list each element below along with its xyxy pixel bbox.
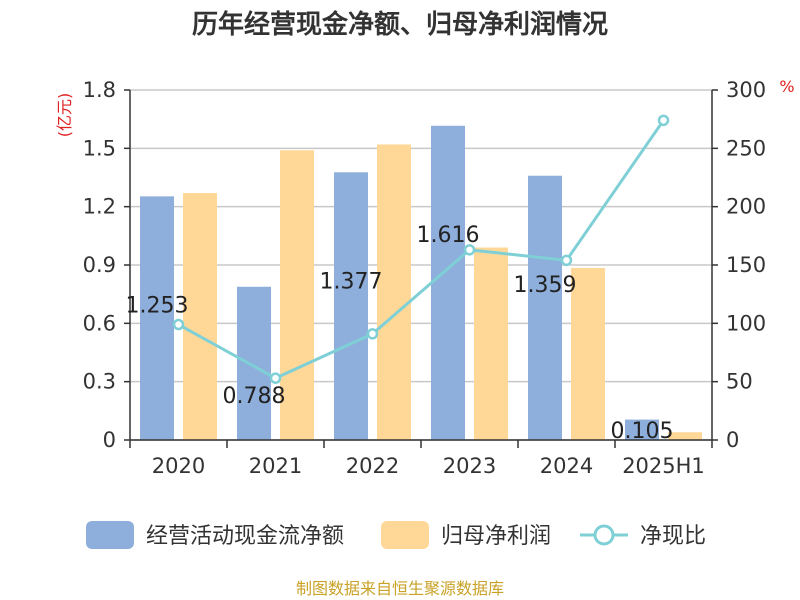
axes: 0 0.3 0.6 0.9 1.2 1.5 1.8 0 50 100 150 200 250 300 202… [83,78,767,478]
legend-label-ratio: 净现比 [640,524,706,549]
x-tick-label: 2020 [152,454,205,478]
x-tick-label: 2022 [346,454,399,478]
right-tick-label: 250 [726,136,766,160]
right-tick-label: 300 [726,78,766,102]
bar-value-label: 0.105 [611,419,674,444]
bar-profit [474,247,508,440]
bar-profit [183,193,217,440]
bar-cashflow [334,172,368,440]
legend-label-cashflow: 经营活动现金流净额 [146,524,344,549]
left-tick-label: 1.2 [83,195,116,219]
bar-profit [377,144,411,440]
legend-swatch-cashflow [86,521,134,549]
left-tick-label: 0.6 [83,311,116,335]
x-tick-label: 2025H1 [622,454,705,478]
legend-marker-ratio [593,524,615,546]
chart-title: 历年经营现金净额、归母净利润情况 [192,9,608,40]
bar-value-label: 1.253 [126,293,189,318]
ratio-point [657,114,670,127]
ratio-point [269,372,282,384]
x-tick-label: 2024 [540,454,593,478]
left-axis-unit: (亿元) [55,93,74,138]
bar-cashflow [431,125,465,441]
left-tick-label: 0.3 [83,370,116,394]
bar-profit [668,432,702,440]
legend-swatch-profit [381,521,429,549]
bar-value-label: 1.616 [417,223,480,248]
ratio-point [560,254,573,267]
bar-value-label: 1.359 [514,273,577,298]
bars [140,125,702,441]
gridlines [130,89,712,441]
x-tick-label: 2023 [443,454,496,478]
right-tick-label: 50 [726,370,753,394]
bar-value-label: 1.377 [320,269,383,294]
ratio-line [172,114,670,384]
right-tick-label: 150 [726,253,766,277]
legend-label-profit: 归母净利润 [441,524,551,549]
left-tick-label: 0.9 [83,253,116,277]
right-tick-label: 200 [726,195,766,219]
bar-cashflow [140,196,174,440]
ratio-point [463,244,476,256]
bar-profit [280,150,314,440]
legend: 经营活动现金流净额 归母净利润 净现比 [86,521,706,549]
left-tick-label: 1.8 [83,78,116,102]
right-tick-label: 100 [726,311,766,335]
data-labels: 1.253 0.788 1.377 1.616 1.359 0.105 [126,223,674,444]
ratio-line-path [177,119,665,380]
left-tick-label: 1.5 [83,136,116,160]
right-axis-unit: % [779,77,794,96]
bar-cashflow [528,175,562,440]
bar-cashflow [237,286,271,440]
x-tick-label: 2021 [249,454,302,478]
bar-value-label: 0.788 [223,384,286,409]
bar-profit [571,267,605,440]
ratio-point [366,328,379,340]
right-tick-label: 0 [726,428,739,452]
ratio-point [172,318,185,331]
bar-cashflow [625,419,659,440]
source-note: 制图数据来自恒生聚源数据库 [296,579,504,598]
left-tick-label: 0 [103,428,116,452]
